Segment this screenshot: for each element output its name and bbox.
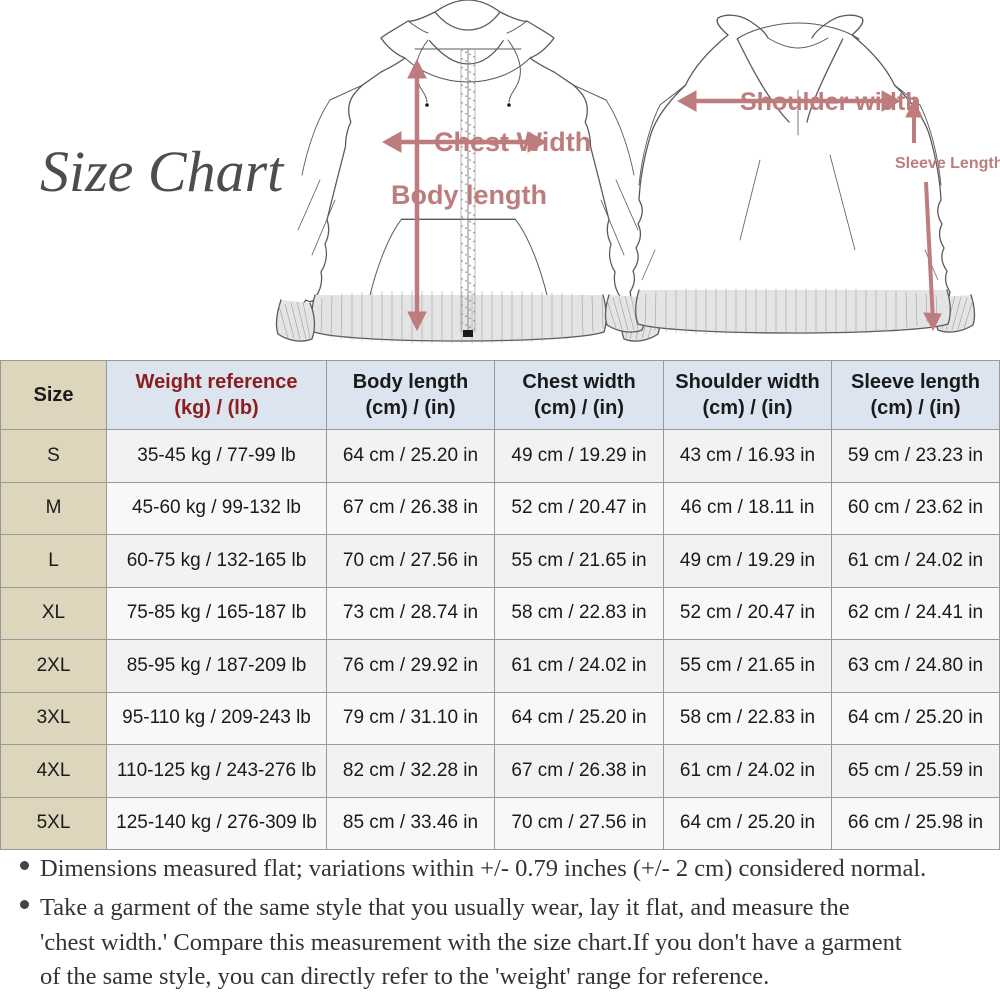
svg-text:Sleeve Length: Sleeve Length bbox=[895, 155, 1000, 172]
svg-text:Body length: Body length bbox=[391, 180, 547, 210]
svg-text:Shoulder width: Shoulder width bbox=[740, 88, 921, 116]
svg-text:Chest Width: Chest Width bbox=[434, 127, 591, 157]
